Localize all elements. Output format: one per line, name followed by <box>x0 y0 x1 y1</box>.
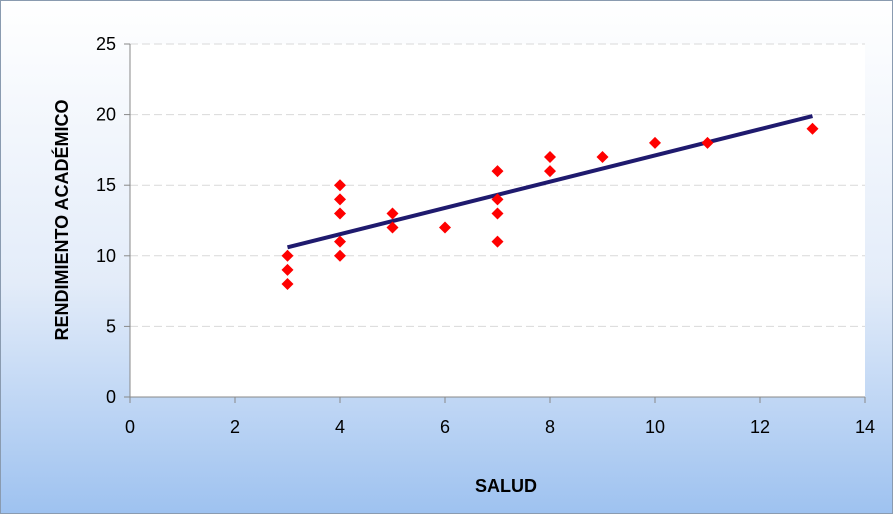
marker <box>491 235 504 248</box>
marker <box>386 221 399 234</box>
marker <box>439 221 451 234</box>
x-axis-title: SALUD <box>475 476 537 496</box>
marker <box>806 122 819 135</box>
x-tick-label: 0 <box>125 417 135 437</box>
marker <box>491 165 504 178</box>
marker <box>491 207 504 220</box>
marker <box>334 179 346 192</box>
y-tick-label: 10 <box>96 246 116 266</box>
plot-area <box>130 44 865 397</box>
y-axis-title: RENDIMIENTO ACADÉMICO <box>51 99 72 340</box>
marker <box>544 150 556 163</box>
x-tick-label: 2 <box>230 417 240 437</box>
y-tick-label: 20 <box>96 105 116 125</box>
marker <box>281 263 294 276</box>
x-tick-label: 10 <box>645 417 665 437</box>
y-tick-label: 15 <box>96 175 116 195</box>
marker <box>386 207 399 220</box>
x-tick-label: 14 <box>855 417 875 437</box>
marker <box>334 193 346 206</box>
y-tick-label: 0 <box>106 387 116 407</box>
marker <box>596 150 609 163</box>
marker <box>491 193 504 206</box>
marker <box>334 249 346 262</box>
y-tick-label: 5 <box>106 316 116 336</box>
marker <box>281 249 294 262</box>
marker <box>281 278 294 291</box>
marker <box>334 207 346 220</box>
x-tick-label: 8 <box>545 417 555 437</box>
x-tick-label: 4 <box>335 417 345 437</box>
x-tick-label: 6 <box>440 417 450 437</box>
trend-line <box>287 114 813 250</box>
marker <box>334 235 346 248</box>
y-tick-label: 25 <box>96 34 116 54</box>
marker <box>544 165 556 178</box>
marker <box>701 136 714 149</box>
x-tick-label: 12 <box>750 417 770 437</box>
marker <box>649 136 661 149</box>
